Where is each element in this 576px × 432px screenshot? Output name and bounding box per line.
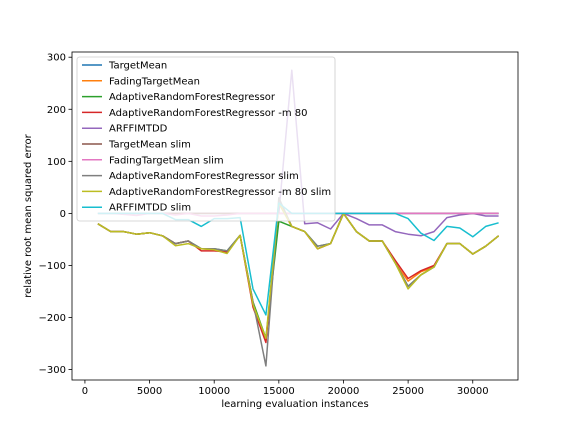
- x-tick-label: 30000: [457, 386, 489, 397]
- x-tick-label: 5000: [137, 386, 162, 397]
- legend-entry-label: FadingTargetMean slim: [109, 155, 224, 166]
- x-tick-label: 25000: [392, 386, 424, 397]
- legend-entry-label: AdaptiveRandomForestRegressor: [109, 92, 276, 103]
- legend-entry-label: TargetMean slim: [108, 140, 191, 151]
- series-line-adaptiverandomforestregressor-m-80-slim: [97, 202, 500, 340]
- y-tick-label: 0: [60, 209, 66, 220]
- legend-box: [76, 56, 336, 222]
- y-tick-label: 300: [47, 53, 66, 64]
- y-tick-label: −200: [39, 313, 66, 324]
- x-tick-label: 0: [82, 386, 88, 397]
- y-tick-label: 200: [47, 105, 66, 116]
- y-tick-label: −100: [39, 261, 66, 272]
- legend-entry-label: FadingTargetMean: [109, 76, 200, 87]
- legend-entry-label: ARFFIMTDD slim: [109, 203, 191, 214]
- x-tick-label: 10000: [198, 386, 230, 397]
- x-tick-label: 20000: [328, 386, 360, 397]
- legend-entry-label: AdaptiveRandomForestRegressor slim: [109, 171, 299, 182]
- y-axis: −300 −200 −100 0 100 200 300: [39, 53, 72, 376]
- x-axis-label: learning evaluation instances: [221, 399, 368, 410]
- legend-entry-label: AdaptiveRandomForestRegressor -m 80: [109, 108, 307, 119]
- y-tick-label: 100: [47, 157, 66, 168]
- y-tick-label: −300: [39, 365, 66, 376]
- legend-entry-label: AdaptiveRandomForestRegressor -m 80 slim: [109, 187, 331, 198]
- legend-entry-label: ARFFIMTDD: [109, 124, 168, 135]
- y-axis-label: relative root mean squared error: [23, 133, 34, 297]
- legend: TargetMean FadingTargetMean AdaptiveRandom…: [76, 56, 336, 222]
- plot-frame: [71, 51, 519, 381]
- x-tick-label: 15000: [263, 386, 295, 397]
- x-axis: 0 5000 10000 15000 20000 25000 30000: [82, 380, 489, 397]
- legend-entry-label: TargetMean: [108, 61, 167, 72]
